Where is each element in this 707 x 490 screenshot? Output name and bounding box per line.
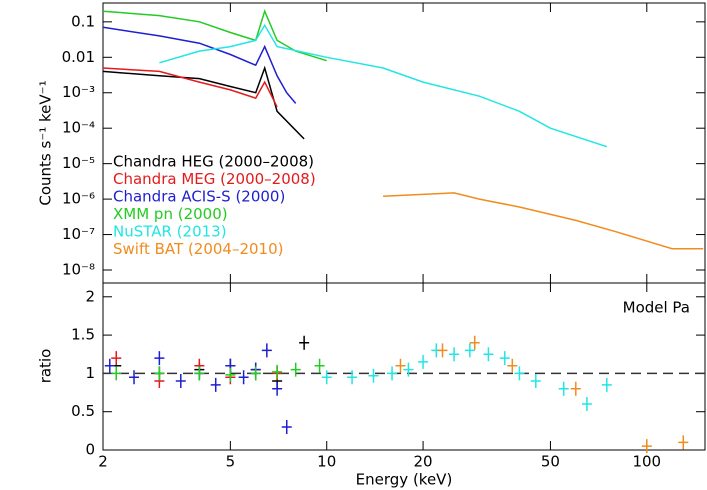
legend-entry: Swift BAT (2004–2010) xyxy=(113,240,284,258)
ratio-point xyxy=(678,435,689,450)
x-tick-label: 2 xyxy=(98,453,108,471)
y-axis-label: ratio xyxy=(37,349,55,384)
ratio-point xyxy=(299,335,310,350)
legend-entry: Chandra ACIS-S (2000) xyxy=(113,188,285,206)
ratio-point xyxy=(418,354,429,369)
x-tick-label: 10 xyxy=(317,453,336,471)
spectrum-line xyxy=(383,192,704,250)
y-tick-label: 1 xyxy=(85,364,95,382)
ratio-point xyxy=(111,366,122,381)
ratio-point xyxy=(261,343,272,358)
ratio-point xyxy=(449,347,460,362)
ratio-point xyxy=(104,358,115,373)
y-tick-label: 1.5 xyxy=(71,326,95,344)
ratio-point xyxy=(469,335,480,350)
y-tick-label: 0.5 xyxy=(71,402,95,420)
y-tick-label: 0 xyxy=(85,441,95,459)
ratio-point xyxy=(175,374,186,389)
ratio-point xyxy=(281,420,292,435)
legend-entry: XMM pn (2000) xyxy=(113,205,228,223)
ratio-point xyxy=(581,397,592,412)
ratio-point xyxy=(499,351,510,366)
y-tick-label: 10⁻⁷ xyxy=(62,225,95,243)
y-axis-label: Counts s⁻¹ keV⁻¹ xyxy=(37,80,55,205)
ratio-point xyxy=(194,366,205,381)
spectrum-line xyxy=(102,65,305,140)
spectrum-line xyxy=(102,67,278,108)
ratio-point xyxy=(272,364,283,379)
y-tick-label: 10⁻³ xyxy=(62,83,95,101)
ratio-point xyxy=(154,366,165,381)
ratio-point xyxy=(290,362,301,377)
ratio-point xyxy=(601,377,612,392)
bottom-frame xyxy=(102,282,706,451)
ratio-point xyxy=(272,381,283,396)
ratio-point xyxy=(225,367,236,382)
ratio-point xyxy=(238,370,249,385)
legend-entry: NuSTAR (2013) xyxy=(113,223,227,241)
ratio-point xyxy=(507,358,518,373)
ratio-point xyxy=(111,351,122,366)
ratio-point xyxy=(250,366,261,381)
ratio-point xyxy=(347,370,358,385)
spectrum-line xyxy=(102,26,297,104)
ratio-point xyxy=(437,343,448,358)
legend-entry: Chandra MEG (2000–2008) xyxy=(113,170,316,188)
ratio-point xyxy=(570,381,581,396)
x-tick-label: 20 xyxy=(414,453,433,471)
ratio-point xyxy=(314,358,325,373)
y-tick-label: 2 xyxy=(85,287,95,305)
ratio-point xyxy=(395,358,406,373)
y-tick-label: 0.01 xyxy=(62,48,95,66)
ratio-point xyxy=(514,366,525,381)
x-tick-label: 50 xyxy=(541,453,560,471)
spectrum-line xyxy=(159,23,608,148)
x-tick-label: 100 xyxy=(632,453,661,471)
spectrum-line xyxy=(102,9,327,62)
ratio-point xyxy=(558,381,569,396)
ratio-point xyxy=(387,366,398,381)
ratio-point xyxy=(368,368,379,383)
y-tick-label: 10⁻⁸ xyxy=(62,261,95,279)
y-tick-label: 10⁻⁵ xyxy=(62,154,95,172)
ratio-point xyxy=(464,343,475,358)
ratio-point xyxy=(403,362,414,377)
ratio-point xyxy=(129,370,140,385)
y-tick-label: 10⁻⁶ xyxy=(62,190,95,208)
y-tick-label: 0.1 xyxy=(71,12,95,30)
x-tick-label: 5 xyxy=(226,453,236,471)
legend-entry: Chandra HEG (2000–2008) xyxy=(113,153,314,171)
ratio-point xyxy=(641,439,652,454)
annotation: Model Pa xyxy=(623,299,690,317)
ratio-point xyxy=(530,374,541,389)
ratio-point xyxy=(483,347,494,362)
ratio-point xyxy=(321,370,332,385)
x-axis-label: Energy (keV) xyxy=(356,471,453,489)
y-tick-label: 10⁻⁴ xyxy=(62,119,95,137)
ratio-point xyxy=(154,351,165,366)
ratio-point xyxy=(210,377,221,392)
